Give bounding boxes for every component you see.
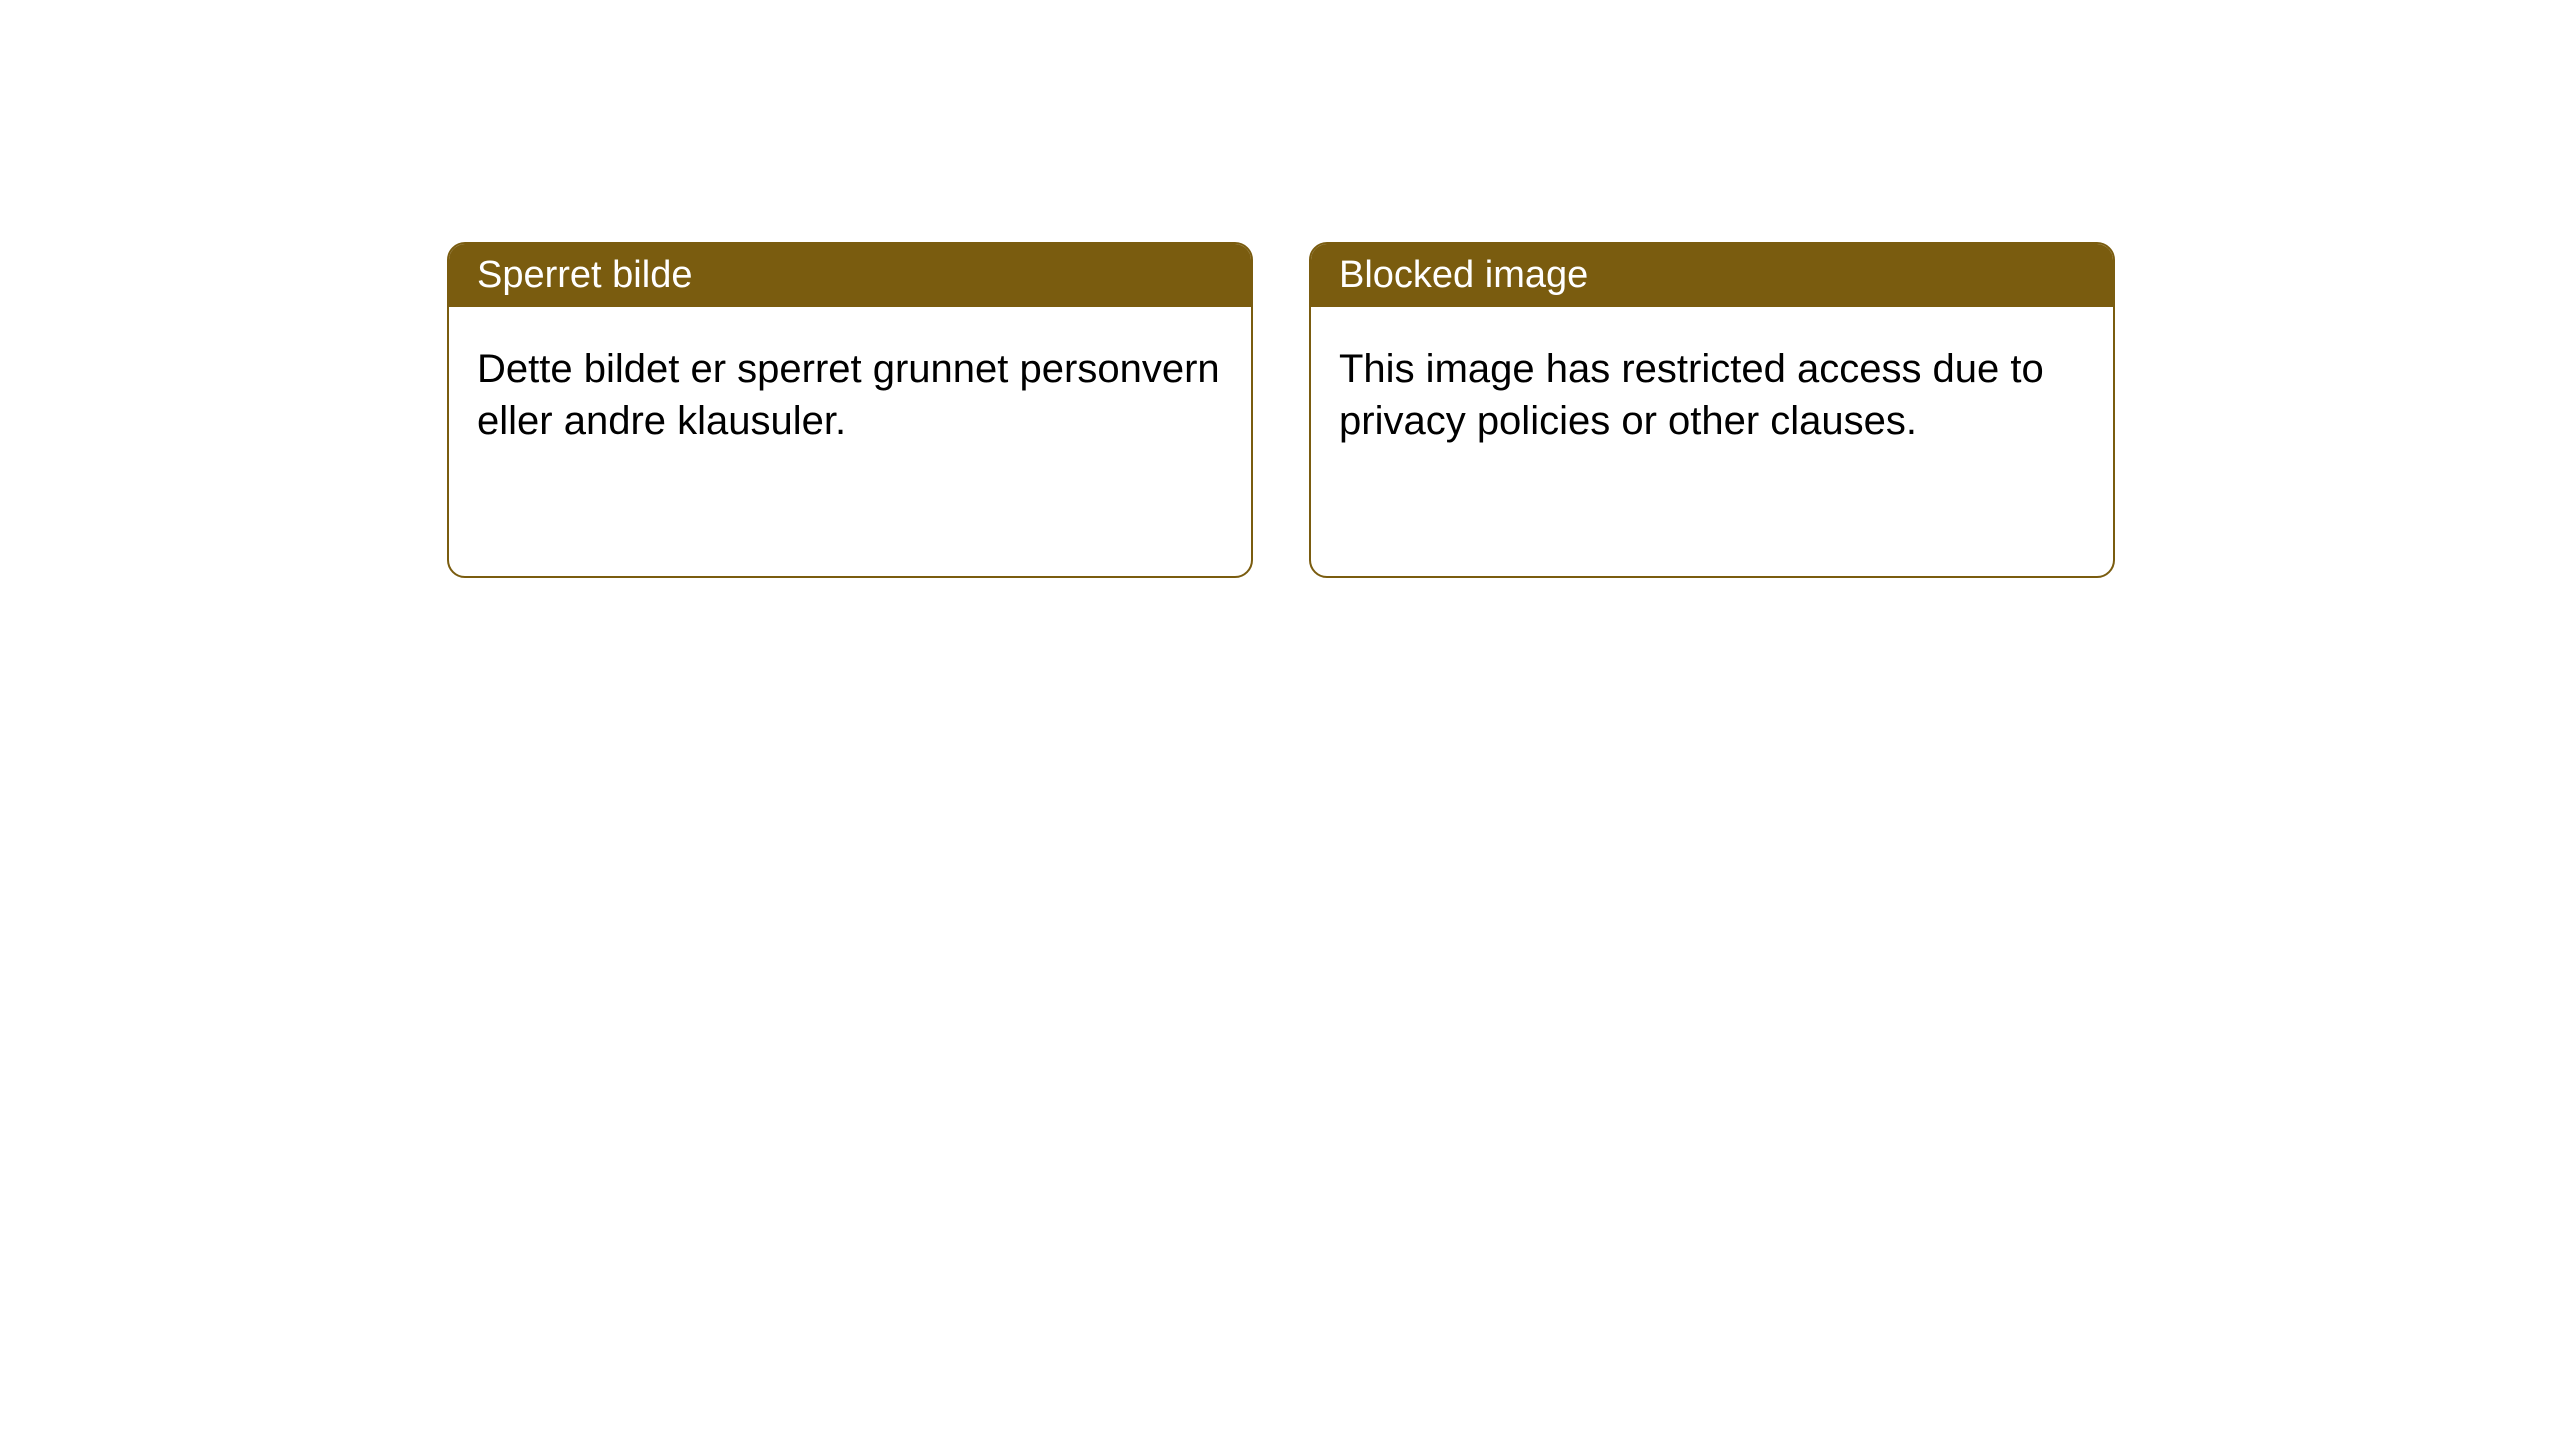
notice-header-norwegian: Sperret bilde <box>449 244 1251 307</box>
notice-container: Sperret bilde Dette bildet er sperret gr… <box>0 0 2560 578</box>
notice-card-english: Blocked image This image has restricted … <box>1309 242 2115 578</box>
notice-body-norwegian: Dette bildet er sperret grunnet personve… <box>449 307 1251 483</box>
notice-header-english: Blocked image <box>1311 244 2113 307</box>
notice-card-norwegian: Sperret bilde Dette bildet er sperret gr… <box>447 242 1253 578</box>
notice-body-english: This image has restricted access due to … <box>1311 307 2113 483</box>
